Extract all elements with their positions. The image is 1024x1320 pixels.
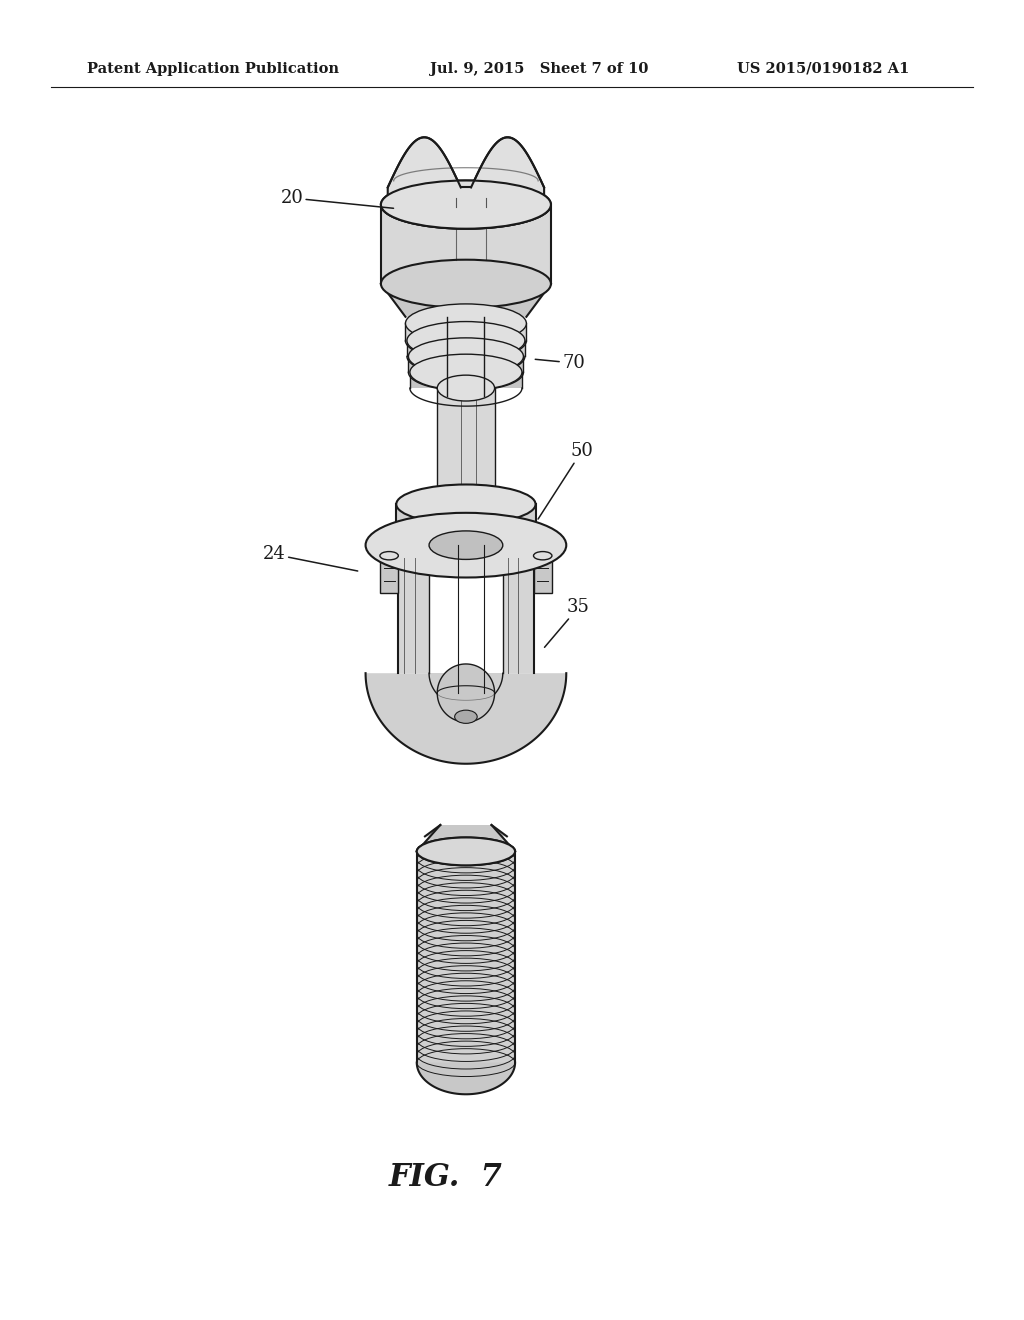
Polygon shape <box>417 825 515 851</box>
Polygon shape <box>417 1063 515 1094</box>
Polygon shape <box>398 545 429 673</box>
Ellipse shape <box>455 710 477 723</box>
Ellipse shape <box>409 338 523 375</box>
Polygon shape <box>366 673 566 764</box>
Polygon shape <box>381 137 551 228</box>
Ellipse shape <box>407 322 525 359</box>
Ellipse shape <box>381 260 551 308</box>
Ellipse shape <box>437 375 495 401</box>
Polygon shape <box>396 504 536 548</box>
Ellipse shape <box>396 528 536 568</box>
Ellipse shape <box>366 513 566 578</box>
Polygon shape <box>410 372 522 388</box>
Text: FIG.  7: FIG. 7 <box>388 1162 503 1193</box>
Polygon shape <box>437 388 495 504</box>
Text: Jul. 9, 2015   Sheet 7 of 10: Jul. 9, 2015 Sheet 7 of 10 <box>430 62 648 75</box>
Ellipse shape <box>380 552 398 560</box>
Polygon shape <box>417 851 515 1063</box>
Polygon shape <box>534 556 552 593</box>
Polygon shape <box>503 545 534 673</box>
Text: Patent Application Publication: Patent Application Publication <box>87 62 339 75</box>
Ellipse shape <box>534 552 552 560</box>
Ellipse shape <box>410 354 522 391</box>
Text: 35: 35 <box>545 598 590 647</box>
Ellipse shape <box>406 304 526 343</box>
Polygon shape <box>407 341 525 356</box>
Text: 20: 20 <box>281 189 393 209</box>
Polygon shape <box>425 825 507 837</box>
Ellipse shape <box>396 484 536 524</box>
Ellipse shape <box>429 531 503 560</box>
Text: 50: 50 <box>538 442 593 519</box>
Polygon shape <box>381 284 551 317</box>
Ellipse shape <box>381 181 551 228</box>
Text: US 2015/0190182 A1: US 2015/0190182 A1 <box>737 62 909 75</box>
Text: 24: 24 <box>263 545 357 572</box>
Ellipse shape <box>417 837 515 866</box>
Polygon shape <box>409 356 523 372</box>
Polygon shape <box>381 181 551 228</box>
Polygon shape <box>437 664 495 722</box>
Polygon shape <box>381 205 551 284</box>
Polygon shape <box>380 556 398 593</box>
Text: 70: 70 <box>536 354 585 372</box>
Ellipse shape <box>417 837 515 866</box>
Polygon shape <box>406 323 526 341</box>
